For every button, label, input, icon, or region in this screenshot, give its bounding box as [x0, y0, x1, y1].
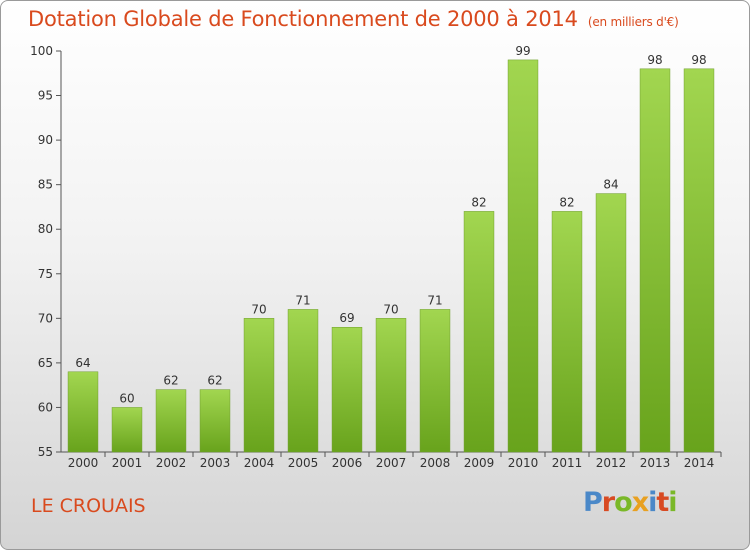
- y-tick-label: 90: [38, 133, 53, 147]
- y-tick-label: 100: [30, 44, 53, 58]
- bar: [155, 389, 187, 453]
- bar-value-label: 71: [295, 293, 310, 307]
- x-tick-label: 2004: [244, 456, 275, 470]
- bar-value-label: 62: [163, 374, 178, 388]
- bar: [419, 309, 451, 453]
- bar-value-label: 70: [251, 302, 266, 316]
- bar: [287, 309, 319, 453]
- chart-data-labels: 64 60 62 62 70 71 69 70 71 82 99 82 84 98 98: [75, 44, 706, 406]
- bar-value-label: 98: [691, 53, 706, 67]
- bar: [595, 193, 627, 453]
- x-tick-label: 2011: [552, 456, 583, 470]
- logo-letter: P: [583, 487, 603, 518]
- bar-value-label: 82: [471, 195, 486, 209]
- bar-value-label: 71: [427, 293, 442, 307]
- bar: [199, 389, 231, 453]
- x-tick-label: 2009: [464, 456, 495, 470]
- bar: [67, 371, 99, 453]
- bar: [639, 68, 671, 453]
- y-tick-label: 95: [38, 89, 53, 103]
- bar-value-label: 70: [383, 302, 398, 316]
- x-tick-label: 2014: [684, 456, 715, 470]
- logo-letter: t: [656, 487, 669, 518]
- bar-value-label: 64: [75, 356, 90, 370]
- x-tick-label: 2005: [288, 456, 319, 470]
- y-tick-label: 65: [38, 356, 53, 370]
- bar-value-label: 69: [339, 311, 354, 325]
- bar-value-label: 98: [647, 53, 662, 67]
- y-tick-label: 85: [38, 178, 53, 192]
- chart-title-text: Dotation Globale de Fonctionnement de 20…: [28, 7, 578, 31]
- logo-letter: o: [614, 487, 633, 518]
- logo-letter: i: [668, 487, 677, 518]
- logo-letter: x: [631, 487, 649, 518]
- bar: [243, 318, 275, 453]
- logo-letter: i: [648, 487, 657, 518]
- y-tick-label: 80: [38, 222, 53, 236]
- proxiti-logo: Proxiti: [583, 487, 678, 518]
- chart-title: Dotation Globale de Fonctionnement de 20…: [28, 7, 679, 31]
- y-tick-label: 70: [38, 311, 53, 325]
- bar-value-label: 82: [559, 195, 574, 209]
- chart-axes: 55 60 65 70 75 80 85 90 95 100 2000 2001 2002 2003 200…: [30, 44, 722, 470]
- bar: [111, 407, 143, 453]
- x-tick-label: 2000: [68, 456, 99, 470]
- chart-title-unit: (en milliers d'€): [587, 15, 679, 29]
- y-tick-label: 55: [38, 445, 53, 459]
- x-tick-label: 2008: [420, 456, 451, 470]
- x-tick-label: 2003: [200, 456, 231, 470]
- x-tick-label: 2007: [376, 456, 407, 470]
- bar: [463, 211, 495, 453]
- x-tick-label: 2012: [596, 456, 627, 470]
- place-name: LE CROUAIS: [31, 495, 146, 517]
- x-tick-label: 2002: [156, 456, 187, 470]
- bar: [375, 318, 407, 453]
- x-tick-label: 2013: [640, 456, 671, 470]
- bar: [507, 59, 539, 453]
- y-tick-label: 75: [38, 267, 53, 281]
- bar: [331, 326, 363, 453]
- bar: [551, 211, 583, 453]
- x-tick-label: 2001: [112, 456, 143, 470]
- bar: [683, 68, 715, 453]
- bar-value-label: 60: [119, 391, 134, 405]
- chart-bars: [67, 59, 715, 453]
- bar-value-label: 99: [515, 44, 530, 58]
- x-tick-label: 2010: [508, 456, 539, 470]
- bar-value-label: 84: [603, 178, 618, 192]
- y-tick-label: 60: [38, 400, 53, 414]
- x-tick-label: 2006: [332, 456, 363, 470]
- logo-letter: r: [601, 487, 615, 518]
- bar-value-label: 62: [207, 374, 222, 388]
